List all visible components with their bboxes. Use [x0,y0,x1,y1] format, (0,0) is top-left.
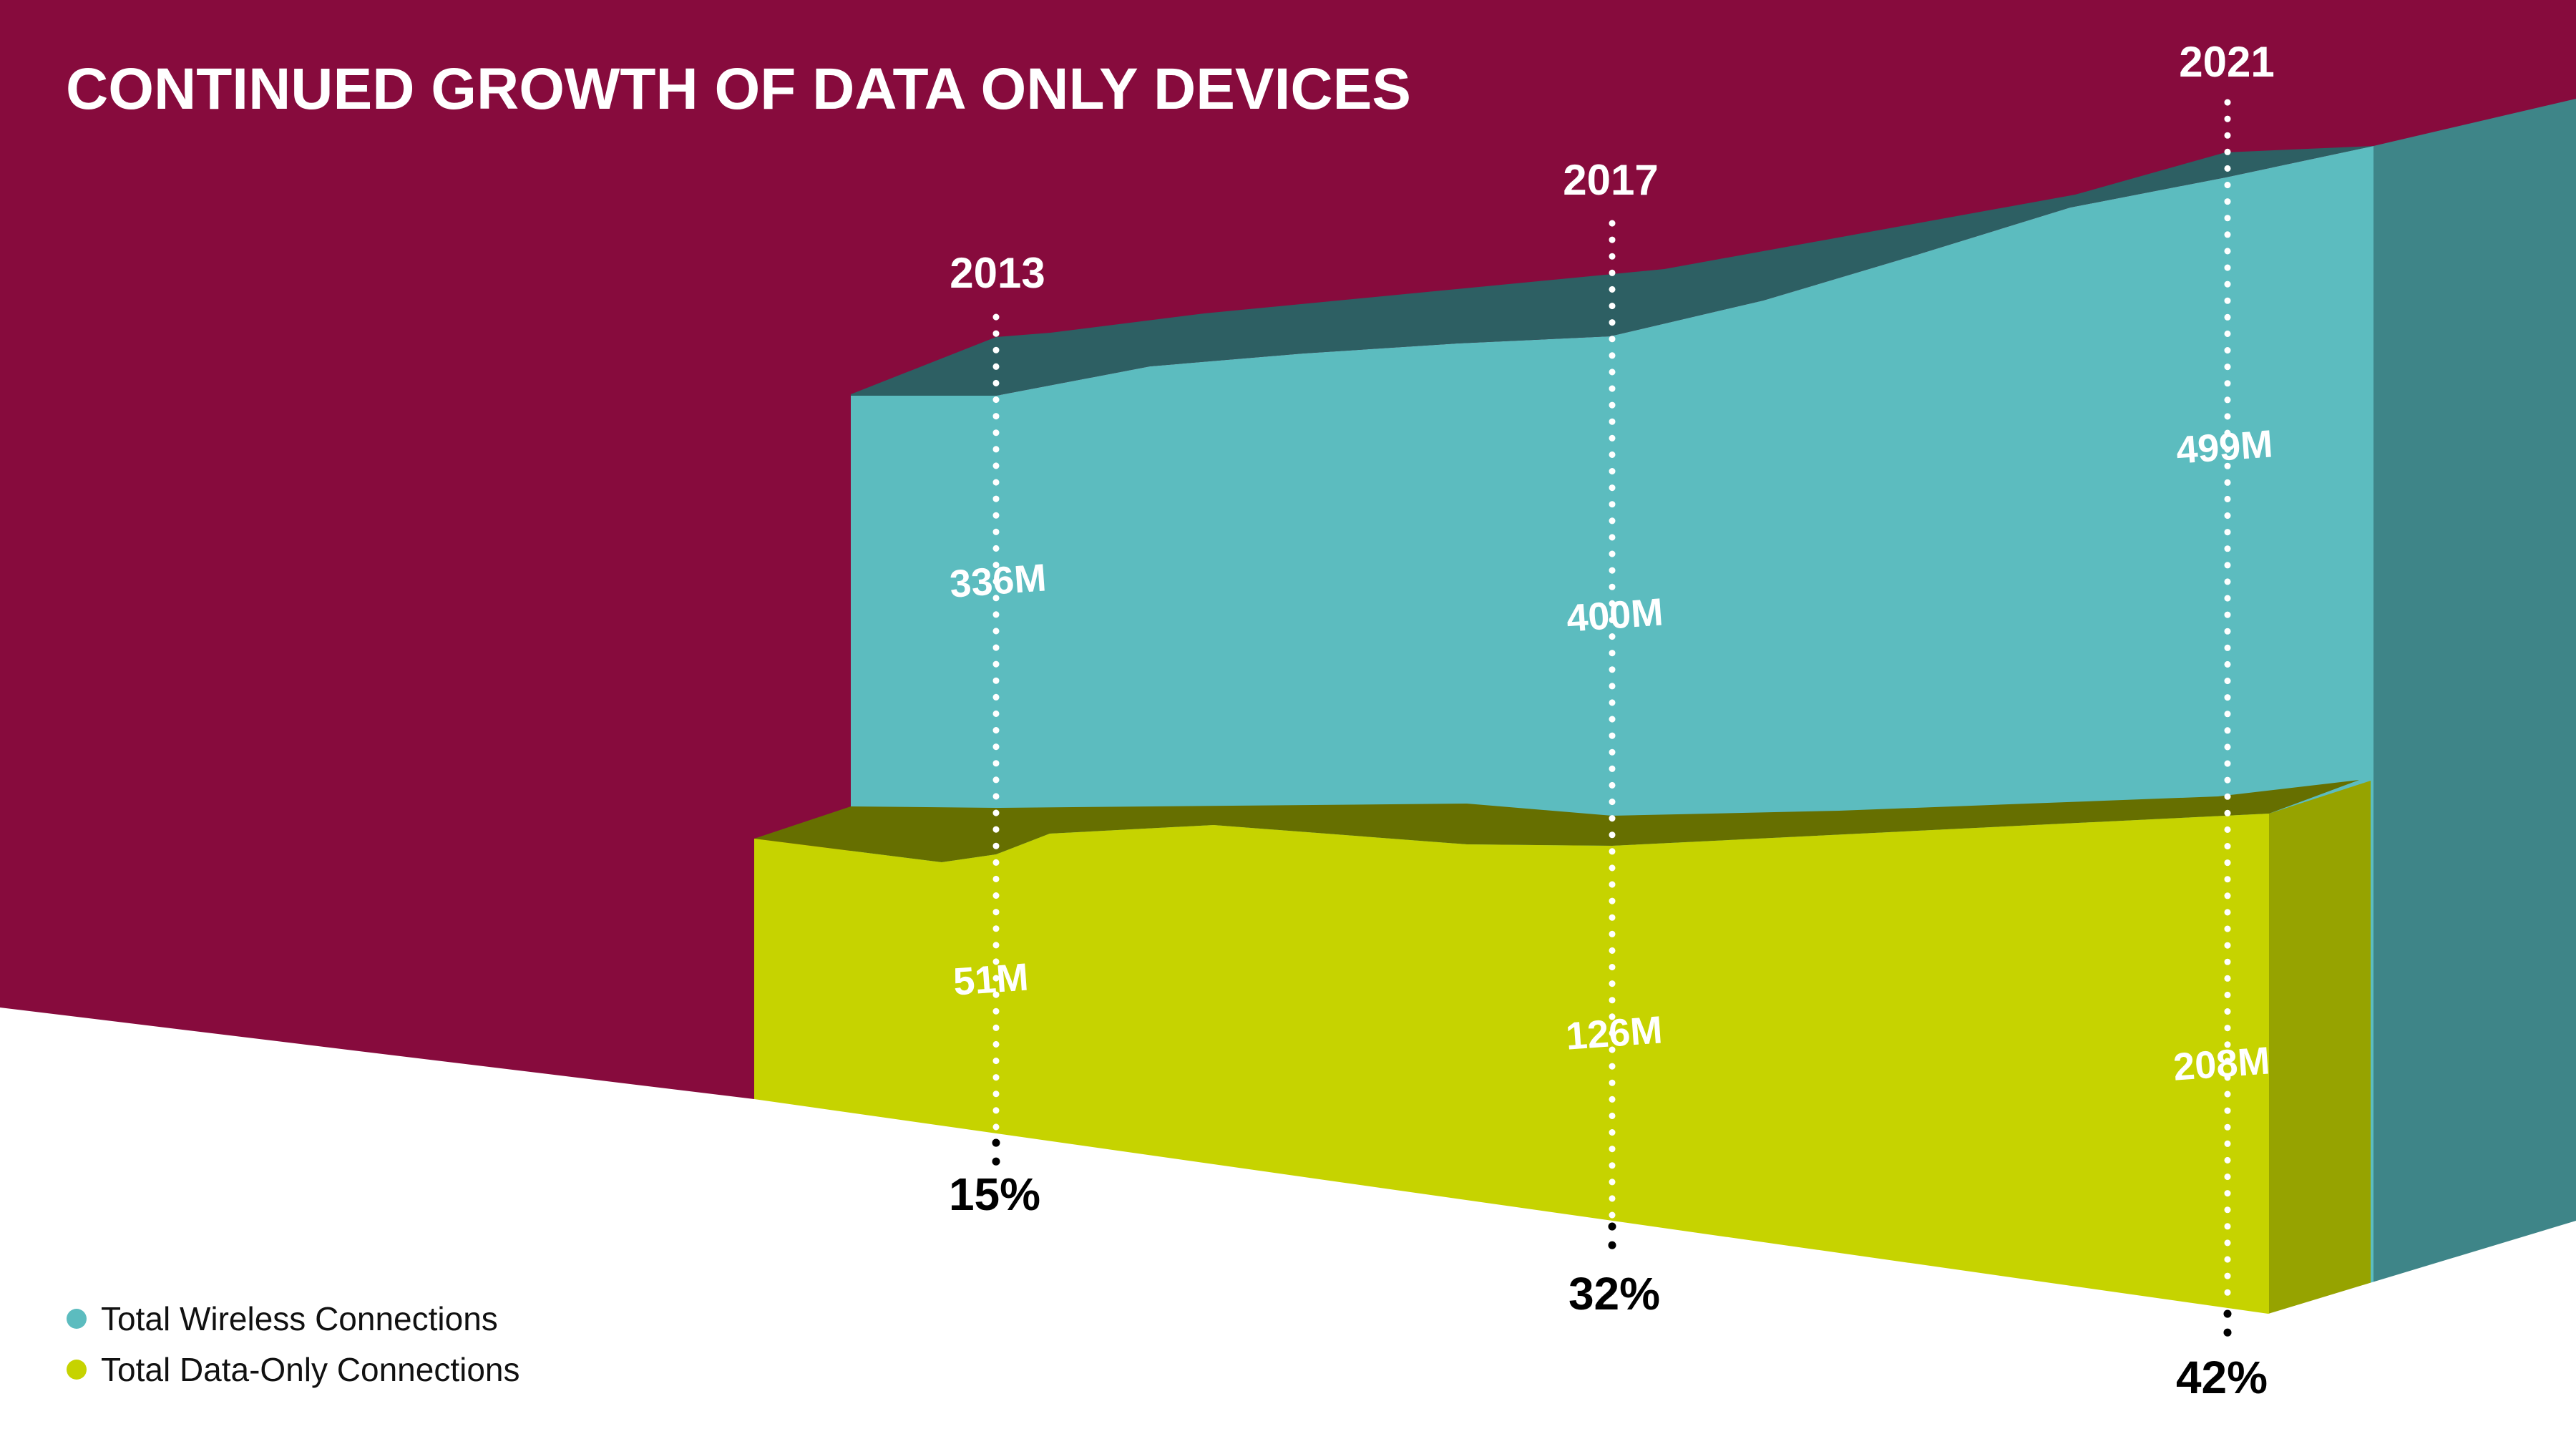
value-dataonly-2021: 208M [2172,1039,2271,1088]
year-label-2021: 2021 [2179,38,2274,86]
value-total-2017: 400M [1565,590,1664,640]
legend-wireless-label: Total Wireless Connections [101,1300,498,1337]
wireless-ribbon-side-face [2373,99,2576,1360]
legend-dataonly-dot-icon [67,1360,87,1380]
page-title: CONTINUED GROWTH OF DATA ONLY DEVICES [66,57,1411,122]
value-dataonly-2017: 126M [1564,1008,1664,1058]
legend-dataonly-label: Total Data-Only Connections [101,1351,520,1388]
baseline-white-area [0,1008,2576,1449]
year-label-2013: 2013 [950,249,1045,297]
percent-label-2013: 15% [949,1169,1040,1220]
wireless-ribbon-top-face [851,146,2373,396]
percent-label-2021: 42% [2176,1352,2268,1403]
value-dataonly-2013: 51M [952,955,1030,1003]
legend-wireless-dot-icon [67,1309,87,1329]
dataonly-ribbon-top-face [754,780,2359,862]
value-total-2021: 499M [2175,422,2274,472]
legend: Total Wireless Connections Total Data-On… [67,1300,520,1388]
year-label-2017: 2017 [1563,156,1658,204]
value-total-2013: 336M [948,556,1048,605]
percent-label-2017: 32% [1568,1268,1660,1319]
dataonly-ribbon-side-face [2269,781,2371,1360]
